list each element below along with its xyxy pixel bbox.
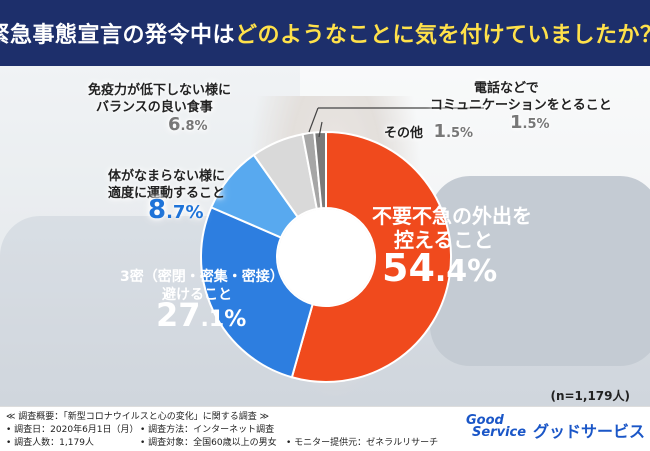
title-highlight: どのようなことに気を付けていましたか？ (235, 23, 650, 48)
leader-line-communication (308, 107, 319, 133)
slice-pct-diet: 6.8% (168, 114, 208, 135)
survey-monitor: • モニター提供元：ゼネラルリサーチ (286, 438, 439, 448)
slice-stay-home (290, 130, 452, 383)
survey-count: • 調査人数：1,179人 (6, 438, 94, 448)
slice-label-diet-line2: バランスの良い食事 (96, 100, 213, 115)
good-service-brand-text: グッドサービス (533, 422, 646, 441)
chart-title: 緊急事態宣言の発令中は どのようなことに気を付けていましたか？ (0, 0, 650, 66)
donut-hole (278, 209, 374, 305)
slice-label-exercise-line2: 適度に運動すること (108, 186, 226, 201)
slice-label-stay-home: 不要不急の外出を 控えること 54.4% (372, 204, 532, 290)
slice-pct-stay-home: 54.4% (382, 246, 498, 290)
slice-label-other-text: その他 (384, 126, 424, 141)
slice-pct-avoid-3c: 27.1% (156, 296, 247, 334)
cushion (430, 176, 650, 366)
slice-avoid-3c (200, 206, 314, 379)
survey-footer: ≪ 調査概要：「新型コロナウイルスと心の変化」に関する調査 ≫ • 調査日：20… (0, 406, 650, 451)
slice-label-diet-line1: 免疫力が低下しない様に (88, 83, 232, 98)
slice-label-avoid-3c: 3密（密閉・密集・密接）を 避けること 27.1% (120, 268, 298, 331)
slice-pct-other: 1.5% (433, 121, 474, 142)
good-service-logo: Good Service (466, 413, 527, 440)
slice-other (313, 130, 327, 210)
title-prefix: 緊急事態宣言の発令中は (0, 23, 235, 48)
slice-label-avoid-3c-line1: 3密（密閉・密集・密接）を (120, 269, 298, 285)
slice-label-communication-line1: 電話などで (474, 81, 539, 96)
survey-date: • 調査日：2020年6月1日（月） (6, 425, 139, 435)
slice-label-communication-line2: コミュニケーションをとること (430, 98, 612, 113)
slice-label-communication: 電話などで コミュニケーションをとること 1.5% (430, 80, 612, 133)
slice-pct-communication: 1.5% (510, 112, 550, 133)
slice-pct-exercise: 8.7% (148, 195, 204, 225)
slice-label-exercise: 体がなまらない様に 適度に運動すること 8.7% (108, 168, 225, 223)
slice-label-other: その他 1.5% (384, 123, 473, 142)
slice-label-avoid-3c-line2: 避けること (162, 287, 232, 303)
survey-target: • 調査対象：全国60歳以上の男女 (140, 438, 277, 448)
survey-overview: ≪ 調査概要：「新型コロナウイルスと心の変化」に関する調査 ≫ (6, 412, 270, 422)
leader-line-other (318, 121, 323, 138)
sample-size-note: (n=1,179人) (550, 389, 630, 403)
slice-label-exercise-line1: 体がなまらない様に (108, 169, 226, 184)
slice-label-diet: 免疫力が低下しない様に バランスの良い食事 6.8% (88, 82, 231, 135)
slice-label-stay-home-line2: 控えること (394, 228, 494, 252)
survey-method: • 調査方法：インターネット調査 (140, 425, 275, 435)
slice-label-stay-home-line1: 不要不急の外出を (372, 204, 532, 228)
